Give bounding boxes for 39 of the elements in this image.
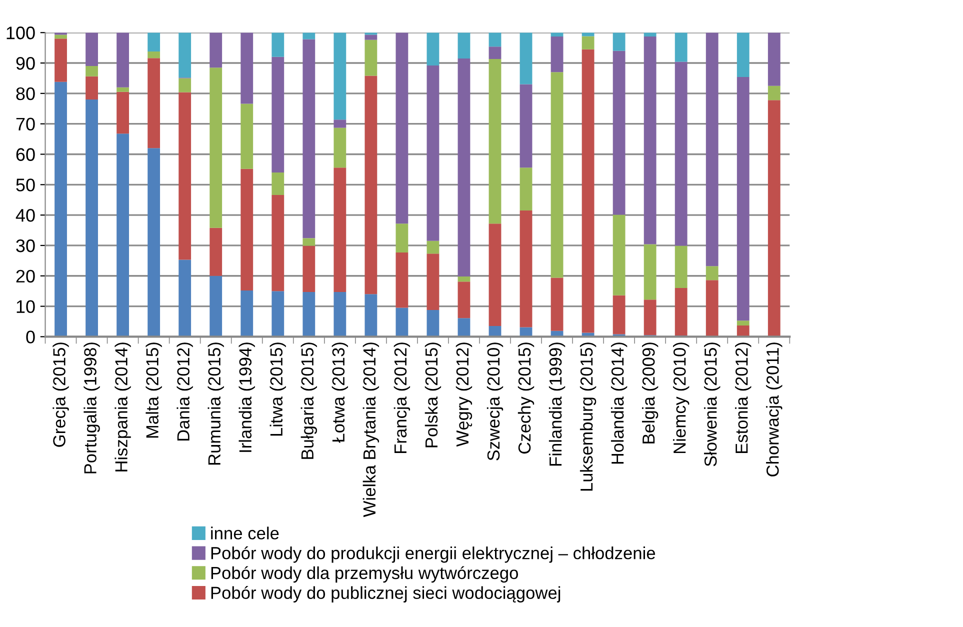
x-tick-label: Bułgaria (2015) — [300, 342, 317, 459]
y-tick-label: 30 — [16, 239, 35, 252]
x-tick-label: Hiszpania (2014) — [114, 342, 131, 472]
x-tick-label: Estonia (2012) — [735, 342, 752, 454]
x-tick-label: Portugalia (1998) — [84, 342, 100, 474]
x-tick-label: Litwa (2015) — [270, 342, 286, 436]
x-tick-label: Słowenia (2015) — [704, 342, 720, 466]
x-tick-label: Węgry (2012) — [456, 342, 472, 447]
x-tick-label: Irlandia (1994) — [238, 342, 255, 452]
y-tick-label: 70 — [16, 118, 35, 131]
y-tick-label: 10 — [16, 300, 35, 314]
y-tick-label: 90 — [16, 56, 35, 70]
x-tick-label: Malta (2015) — [146, 342, 162, 438]
x-tick-label: Chorwacja (2011) — [766, 342, 782, 476]
x-tick-label: Finlandia (1999) — [548, 342, 566, 466]
x-tick-label: Luksemburg (2015) — [580, 342, 596, 491]
x-tick-label: Grecja (2015) — [52, 342, 69, 447]
x-tick-label: Dania (2012) — [176, 342, 193, 440]
y-tick-label: 20 — [16, 270, 35, 283]
x-tick-label: Niemcy (2010) — [673, 342, 690, 454]
y-tick-label: 40 — [16, 208, 35, 222]
legend-label: Pobór wody do publicznej sieci wodociągowej — [211, 586, 560, 602]
x-tick-label: Rumunia (2015) — [208, 342, 224, 465]
x-tick-label: Wielka Brytania (2014) — [362, 342, 380, 518]
x-tick-label: Szwecja (2010) — [486, 342, 504, 460]
x-tick-label: Czechy (2015) — [518, 342, 534, 454]
y-tick-label: 100 — [6, 26, 35, 40]
y-tick-label: 80 — [16, 87, 35, 100]
x-tick-label: Belgia (2009) — [642, 342, 658, 444]
y-tick-label: 0 — [26, 330, 35, 344]
legend-label: Pobór wody do produkcji energii elektrycznej – chłodzenie — [211, 546, 656, 563]
y-tick-label: 50 — [16, 178, 35, 192]
x-tick-label: Łotwa (2013) — [332, 342, 348, 443]
x-tick-label: Polska (2015) — [424, 342, 442, 448]
x-tick-label: Francja (2012) — [394, 342, 410, 454]
legend-label: inne cele — [211, 526, 279, 540]
legend-label: Pobór wody dla przemysłu wytwórczego — [211, 566, 518, 583]
y-tick-label: 60 — [16, 148, 35, 161]
x-tick-label: Holandia (2014) — [610, 342, 628, 464]
